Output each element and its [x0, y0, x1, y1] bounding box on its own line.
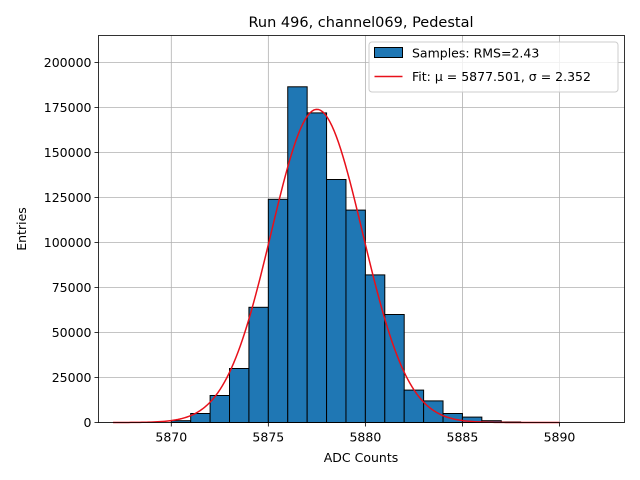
histogram-bar [364, 274, 386, 423]
x-tick-label: 5870 [155, 430, 187, 445]
legend-histogram-label: Samples: RMS=2.43 [412, 46, 539, 61]
histogram-bar [229, 368, 250, 423]
x-tick-label: 5885 [447, 430, 479, 445]
histogram-bar [403, 389, 425, 424]
x-tick-label: 5890 [544, 430, 576, 445]
histogram-bar [345, 209, 366, 423]
legend-histogram-swatch [374, 47, 403, 58]
y-tick-label: 75000 [52, 280, 92, 295]
y-tick-label: 150000 [44, 145, 92, 160]
y-tick-label: 25000 [52, 370, 92, 385]
axes [98, 35, 625, 423]
x-axis-label: ADC Counts [324, 450, 399, 465]
y-tick-label: 125000 [44, 190, 92, 205]
y-axis-ticks: 0 25000 50000 75000 100000 125000 150000 175000… [44, 55, 99, 430]
x-tick-label: 5875 [252, 430, 284, 445]
x-tick-label: 5880 [349, 430, 381, 445]
histogram-bar [306, 112, 328, 424]
y-tick-label: 200000 [44, 55, 92, 70]
histogram-bars [170, 86, 522, 424]
y-tick-label: 0 [84, 415, 92, 430]
chart-title: Run 496, channel069, Pedestal [248, 15, 473, 31]
y-tick-label: 100000 [44, 235, 92, 250]
legend-box [368, 41, 619, 93]
x-axis-ticks: 5870 5875 5880 5885 5890 [155, 422, 576, 445]
histogram-bar [248, 306, 269, 423]
legend: Samples: RMS=2.43 Fit: μ = 5877.501, σ =… [368, 41, 619, 93]
plot-frame [98, 35, 625, 423]
y-tick-label: 50000 [52, 325, 92, 340]
y-axis-label: Entries [14, 207, 29, 251]
legend-fit-label: Fit: μ = 5877.501, σ = 2.352 [412, 69, 591, 84]
y-tick-label: 175000 [44, 100, 92, 115]
histogram-bar [326, 179, 347, 423]
